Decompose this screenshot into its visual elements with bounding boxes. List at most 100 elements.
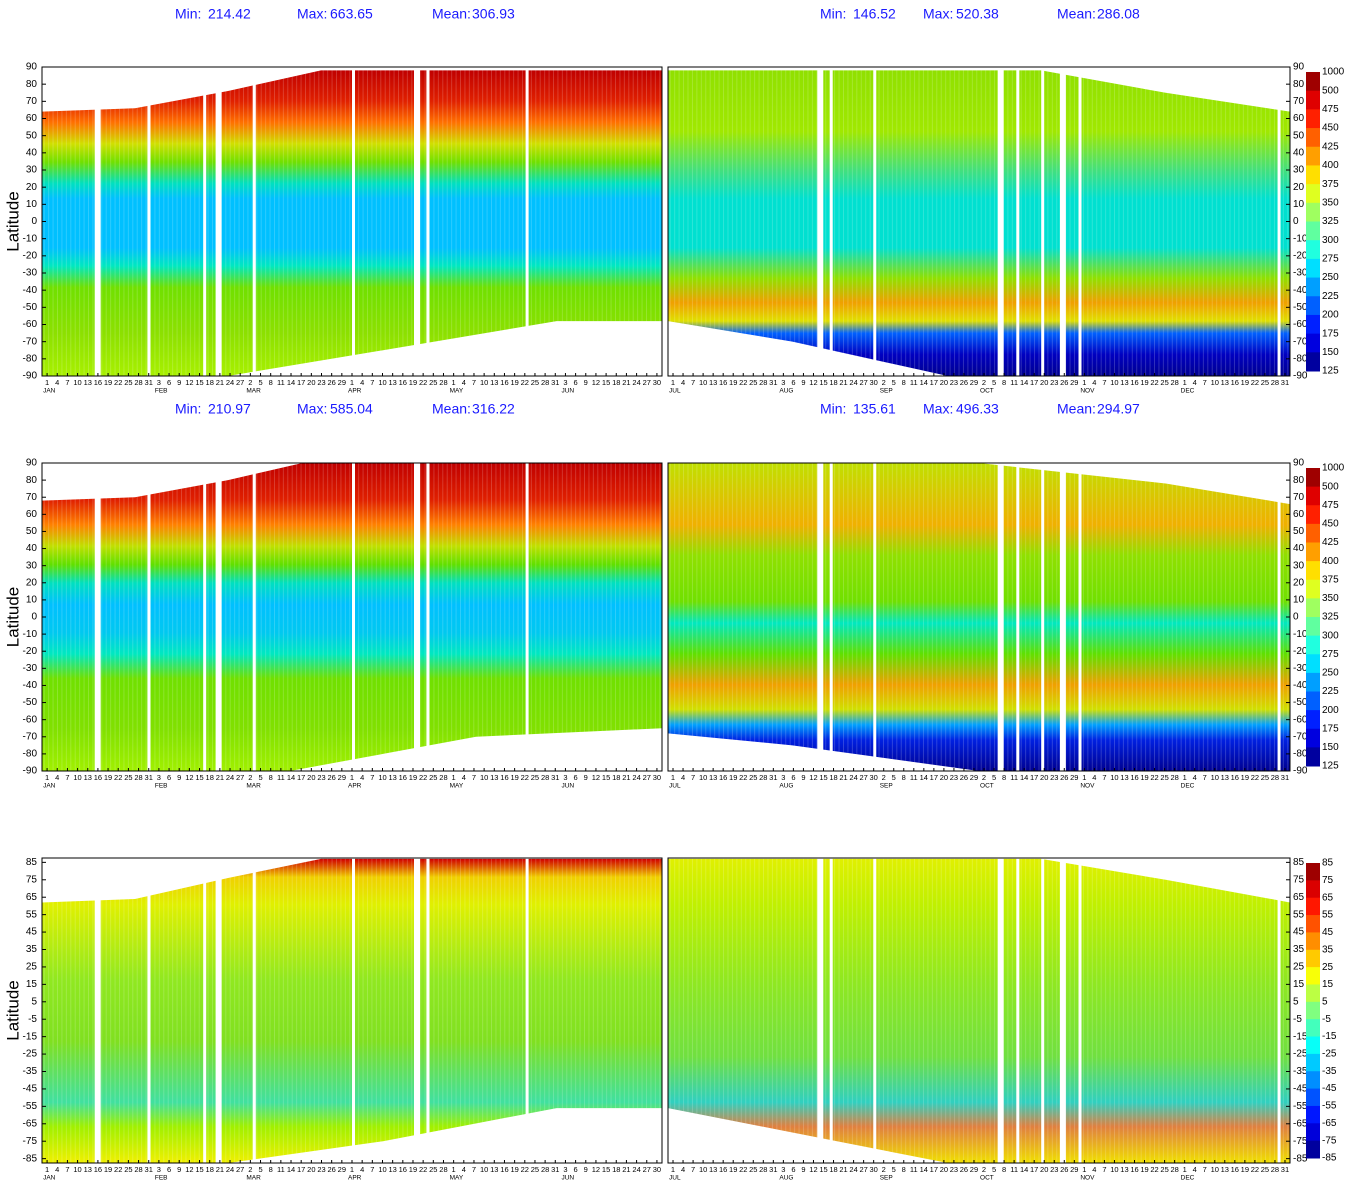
data-gap <box>1041 67 1045 376</box>
day-label: 15 <box>819 773 827 782</box>
colorbar-label: 275 <box>1322 254 1339 265</box>
stat-value: 520.38 <box>956 6 999 22</box>
day-label: 1 <box>1183 1165 1187 1174</box>
data-gap <box>1041 858 1045 1163</box>
day-label: 18 <box>829 773 837 782</box>
day-label: 8 <box>1002 1165 1006 1174</box>
y2-tick-label: 30 <box>1293 560 1305 571</box>
day-label: 16 <box>399 1165 407 1174</box>
y2-tick-label: 45 <box>1293 927 1305 938</box>
day-label: 21 <box>622 773 630 782</box>
colorbar-label: -75 <box>1322 1135 1337 1146</box>
colorbar-bg <box>1321 66 1362 377</box>
day-label: 7 <box>691 1165 695 1174</box>
day-label: 24 <box>849 773 857 782</box>
y2-tick-label: -50 <box>1293 697 1308 708</box>
y2-tick-label: 90 <box>1293 458 1305 469</box>
day-label: 13 <box>709 1165 717 1174</box>
y2-tick-label: -25 <box>1293 1049 1308 1060</box>
day-label: 4 <box>360 773 364 782</box>
y-tick-label: -20 <box>23 250 38 261</box>
y-tick-label: 60 <box>26 509 38 520</box>
day-label: 19 <box>1140 773 1148 782</box>
colorbar-box <box>1306 863 1320 881</box>
y2-tick-label: 60 <box>1293 113 1305 124</box>
day-label: 4 <box>681 378 685 387</box>
data-gap <box>252 858 256 1163</box>
day-label: 22 <box>1150 1165 1158 1174</box>
month-label: FEB <box>155 388 168 395</box>
day-label: 22 <box>1251 1165 1259 1174</box>
day-label: 12 <box>809 773 817 782</box>
day-label: 19 <box>510 773 518 782</box>
data-gap <box>829 67 833 376</box>
colorbar-label: 1000 <box>1322 67 1345 78</box>
data-gap <box>1277 858 1281 1163</box>
y-tick-label: -50 <box>23 302 38 313</box>
month-label: AUG <box>779 1175 793 1182</box>
colorbar-label: 65 <box>1322 892 1334 903</box>
day-label: 19 <box>104 773 112 782</box>
day-label: 15 <box>195 1165 203 1174</box>
day-label: 17 <box>1030 1165 1038 1174</box>
day-label: 20 <box>1040 378 1048 387</box>
y-tick-label: 20 <box>26 182 38 193</box>
y2-tick-label: -30 <box>1293 268 1308 279</box>
month-label: SEP <box>880 388 893 395</box>
day-label: 19 <box>1140 1165 1148 1174</box>
day-label: 9 <box>584 773 588 782</box>
day-label: 24 <box>226 1165 234 1174</box>
month-label: OCT <box>980 1175 994 1182</box>
day-label: 4 <box>55 773 59 782</box>
colorbar-box <box>1306 915 1320 933</box>
day-label: 1 <box>671 378 675 387</box>
day-label: 4 <box>55 378 59 387</box>
day-label: 3 <box>157 773 161 782</box>
colorbar-label: 400 <box>1322 160 1339 171</box>
day-label: 6 <box>574 1165 578 1174</box>
colorbar-box <box>1306 90 1320 110</box>
day-label: 30 <box>869 1165 877 1174</box>
data-gap <box>1277 67 1281 376</box>
colorbar-box <box>1306 333 1320 353</box>
y2-tick-label: 50 <box>1293 526 1305 537</box>
colorbar-box <box>1306 672 1320 692</box>
day-label: 22 <box>521 773 529 782</box>
day-label: 20 <box>940 1165 948 1174</box>
day-label: 28 <box>439 378 447 387</box>
colorbar-label: 300 <box>1322 235 1339 246</box>
day-label: 25 <box>1160 773 1168 782</box>
y2-tick-label: -45 <box>1293 1084 1308 1095</box>
day-label: 16 <box>399 773 407 782</box>
day-label: 3 <box>781 773 785 782</box>
day-label: 10 <box>480 378 488 387</box>
day-label: 19 <box>1241 1165 1249 1174</box>
day-label: 28 <box>439 773 447 782</box>
data-gap <box>426 858 430 1163</box>
colorbar-box <box>1306 728 1320 748</box>
data-gap <box>426 463 430 771</box>
day-label: 4 <box>360 1165 364 1174</box>
data-gap <box>817 463 824 771</box>
day-label: 16 <box>1231 1165 1239 1174</box>
y-tick-label: -45 <box>23 1084 38 1095</box>
day-label: 24 <box>226 378 234 387</box>
stat-label: Max: <box>297 401 327 417</box>
day-label: 13 <box>709 773 717 782</box>
colorbar-label: 175 <box>1322 723 1339 734</box>
day-label: 25 <box>429 1165 437 1174</box>
day-label: 18 <box>612 773 620 782</box>
y2-tick-label: 10 <box>1293 595 1305 606</box>
day-label: 16 <box>1231 773 1239 782</box>
day-label: 26 <box>960 773 968 782</box>
colorbar-label: 275 <box>1322 649 1339 660</box>
day-label: 26 <box>328 378 336 387</box>
y-tick-label: -20 <box>23 646 38 657</box>
y-tick-label: 40 <box>26 543 38 554</box>
data-gap <box>1059 463 1066 771</box>
y2-tick-label: -85 <box>1293 1153 1308 1164</box>
day-label: 25 <box>1160 378 1168 387</box>
day-label: 14 <box>1020 773 1028 782</box>
colorbar-label: 1000 <box>1322 463 1345 474</box>
month-label: MAR <box>246 1175 261 1182</box>
